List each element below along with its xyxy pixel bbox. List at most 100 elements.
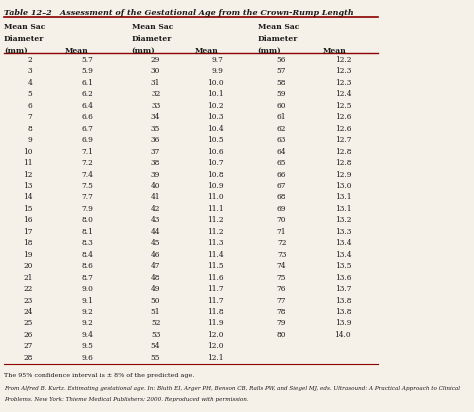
Text: 53: 53 — [151, 331, 160, 339]
Text: 13.4: 13.4 — [335, 239, 351, 247]
Text: 34: 34 — [151, 113, 160, 121]
Text: 9: 9 — [27, 136, 32, 144]
Text: 33: 33 — [151, 102, 160, 110]
Text: 5: 5 — [27, 90, 32, 98]
Text: 11.2: 11.2 — [207, 228, 223, 236]
Text: 17: 17 — [23, 228, 32, 236]
Text: 11.7: 11.7 — [207, 285, 223, 293]
Text: 8.3: 8.3 — [82, 239, 93, 247]
Text: 76: 76 — [277, 285, 286, 293]
Text: From Alfred B. Kurtz. Estimating gestational age. In: Bluth EI, Arger PH, Benson: From Alfred B. Kurtz. Estimating gestati… — [4, 386, 460, 391]
Text: 10: 10 — [23, 147, 32, 156]
Text: 22: 22 — [23, 285, 32, 293]
Text: 77: 77 — [277, 297, 286, 304]
Text: 11.9: 11.9 — [207, 319, 223, 328]
Text: 9.7: 9.7 — [211, 56, 223, 64]
Text: 47: 47 — [151, 262, 160, 270]
Text: Mean: Mean — [195, 47, 219, 54]
Text: 8: 8 — [27, 125, 32, 133]
Text: 7.2: 7.2 — [82, 159, 93, 167]
Text: 12.7: 12.7 — [335, 136, 351, 144]
Text: 21: 21 — [23, 274, 32, 282]
Text: 7.7: 7.7 — [82, 194, 93, 201]
Text: 32: 32 — [151, 90, 160, 98]
Text: 13: 13 — [23, 182, 32, 190]
Text: 65: 65 — [277, 159, 286, 167]
Text: 12.4: 12.4 — [335, 90, 351, 98]
Text: 13.4: 13.4 — [335, 251, 351, 259]
Text: 12.8: 12.8 — [335, 159, 351, 167]
Text: 7.9: 7.9 — [82, 205, 93, 213]
Text: 38: 38 — [151, 159, 160, 167]
Text: 80: 80 — [277, 331, 286, 339]
Text: 13.0: 13.0 — [335, 182, 351, 190]
Text: 6.2: 6.2 — [82, 90, 93, 98]
Text: 9.1: 9.1 — [82, 297, 93, 304]
Text: 49: 49 — [151, 285, 160, 293]
Text: 12.1: 12.1 — [207, 354, 223, 362]
Text: 7: 7 — [27, 113, 32, 121]
Text: 10.8: 10.8 — [207, 171, 223, 178]
Text: (mm): (mm) — [4, 47, 27, 54]
Text: 70: 70 — [277, 216, 286, 225]
Text: 12.5: 12.5 — [335, 102, 351, 110]
Text: 2: 2 — [28, 56, 32, 64]
Text: 13.3: 13.3 — [335, 228, 351, 236]
Text: 36: 36 — [151, 136, 160, 144]
Text: 78: 78 — [277, 308, 286, 316]
Text: 60: 60 — [277, 102, 286, 110]
Text: 42: 42 — [151, 205, 160, 213]
Text: 50: 50 — [151, 297, 160, 304]
Text: Diameter: Diameter — [4, 35, 44, 43]
Text: 13.9: 13.9 — [335, 319, 351, 328]
Text: 10.5: 10.5 — [207, 136, 223, 144]
Text: 6.7: 6.7 — [82, 125, 93, 133]
Text: 44: 44 — [151, 228, 160, 236]
Text: 5.9: 5.9 — [82, 68, 93, 75]
Text: 43: 43 — [151, 216, 160, 225]
Text: 6.4: 6.4 — [82, 102, 93, 110]
Text: 48: 48 — [151, 274, 160, 282]
Text: 19: 19 — [23, 251, 32, 259]
Text: 8.0: 8.0 — [82, 216, 93, 225]
Text: 7.1: 7.1 — [82, 147, 93, 156]
Text: 27: 27 — [23, 342, 32, 350]
Text: 35: 35 — [151, 125, 160, 133]
Text: 11: 11 — [23, 159, 32, 167]
Text: 63: 63 — [277, 136, 286, 144]
Text: 10.7: 10.7 — [207, 159, 223, 167]
Text: 54: 54 — [151, 342, 160, 350]
Text: 12.6: 12.6 — [335, 125, 351, 133]
Text: 62: 62 — [277, 125, 286, 133]
Text: 13.6: 13.6 — [335, 274, 351, 282]
Text: 6.1: 6.1 — [82, 79, 93, 87]
Text: 8.1: 8.1 — [82, 228, 93, 236]
Text: 10.0: 10.0 — [207, 79, 223, 87]
Text: The 95% confidence interval is ± 8% of the predicted age.: The 95% confidence interval is ± 8% of t… — [4, 373, 194, 378]
Text: 10.2: 10.2 — [207, 102, 223, 110]
Text: 31: 31 — [151, 79, 160, 87]
Text: 29: 29 — [151, 56, 160, 64]
Text: 68: 68 — [277, 194, 286, 201]
Text: 72: 72 — [277, 239, 286, 247]
Text: 30: 30 — [151, 68, 160, 75]
Text: 66: 66 — [277, 171, 286, 178]
Text: 52: 52 — [151, 319, 160, 328]
Text: 71: 71 — [277, 228, 286, 236]
Text: 9.9: 9.9 — [211, 68, 223, 75]
Text: 11.7: 11.7 — [207, 297, 223, 304]
Text: 11.6: 11.6 — [207, 274, 223, 282]
Text: 46: 46 — [151, 251, 160, 259]
Text: 20: 20 — [23, 262, 32, 270]
Text: 12.3: 12.3 — [335, 68, 351, 75]
Text: 12.3: 12.3 — [335, 79, 351, 87]
Text: 56: 56 — [277, 56, 286, 64]
Text: 5.7: 5.7 — [82, 56, 93, 64]
Text: 28: 28 — [23, 354, 32, 362]
Text: 11.4: 11.4 — [207, 251, 223, 259]
Text: 75: 75 — [277, 274, 286, 282]
Text: 18: 18 — [23, 239, 32, 247]
Text: 74: 74 — [277, 262, 286, 270]
Text: Table 12–2   Assessment of the Gestational Age from the Crown-Rump Length: Table 12–2 Assessment of the Gestational… — [4, 9, 354, 17]
Text: 9.2: 9.2 — [82, 308, 93, 316]
